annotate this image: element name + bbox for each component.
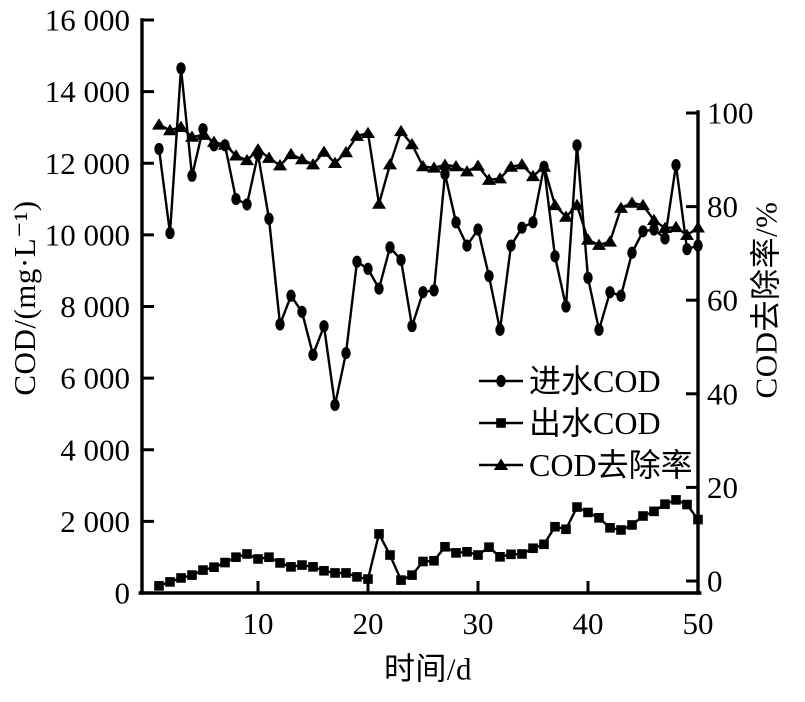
x-tick-label: 30 [463,606,494,641]
x-tick-label: 20 [353,606,384,641]
y-left-tick-label: 4 000 [60,432,130,467]
x-axis-title: 时间/d [383,651,473,687]
series-line [157,68,699,406]
x-tick-label: 10 [243,606,274,641]
y-axis-right-title: COD去除率/% [748,201,784,399]
y-right-tick-label: 80 [707,189,738,224]
y-right-tick-label: 60 [707,283,738,318]
x-tick-label: 50 [683,606,714,641]
y-right-tick-label: 100 [707,96,754,131]
legend-label-influent: 进水COD [529,363,661,399]
legend-marker-square-icon [479,418,523,428]
legend-item-effluent: 出水COD [478,404,693,442]
chart-legend: 进水COD 出水COD COD去除率 [478,362,693,484]
legend-marker-circle-icon [479,374,523,388]
y-left-tick-label: 0 [115,576,131,611]
legend-item-removal-rate: COD去除率 [478,446,693,484]
y-right-tick-label: 40 [707,376,738,411]
axes [138,18,702,595]
y-right-tick-label: 0 [707,564,723,599]
y-left-tick-label: 6 000 [60,361,130,396]
axis-ticks [142,18,700,595]
legend-label-removal-rate: COD去除率 [529,447,693,483]
legend-marker-triangle-icon [479,458,523,470]
series-2-triangle [152,118,705,250]
legend-item-influent: 进水COD [478,362,693,400]
legend-label-effluent: 出水COD [529,405,661,441]
series-line [158,498,699,587]
y-axis-left-title: COD/(mg·L⁻¹) [7,200,42,396]
y-left-tick-label: 8 000 [60,289,130,324]
y-right-tick-label: 20 [707,470,738,505]
series-0-circle [154,62,703,412]
series-markers [154,495,703,591]
series-markers [154,62,703,412]
series-line [158,123,699,247]
y-left-tick-label: 16 000 [45,3,130,38]
series-markers [152,118,705,250]
y-left-tick-label: 10 000 [45,217,130,252]
y-left-tick-label: 2 000 [60,504,130,539]
series-1-square [154,495,703,591]
y-left-tick-label: 12 000 [45,146,130,181]
tick-labels: 0 2 000 4 000 6 000 8 000 10 000 12 000 14 000 1… [45,3,754,642]
y-left-tick-label: 14 000 [45,74,130,109]
x-tick-label: 40 [573,606,604,641]
